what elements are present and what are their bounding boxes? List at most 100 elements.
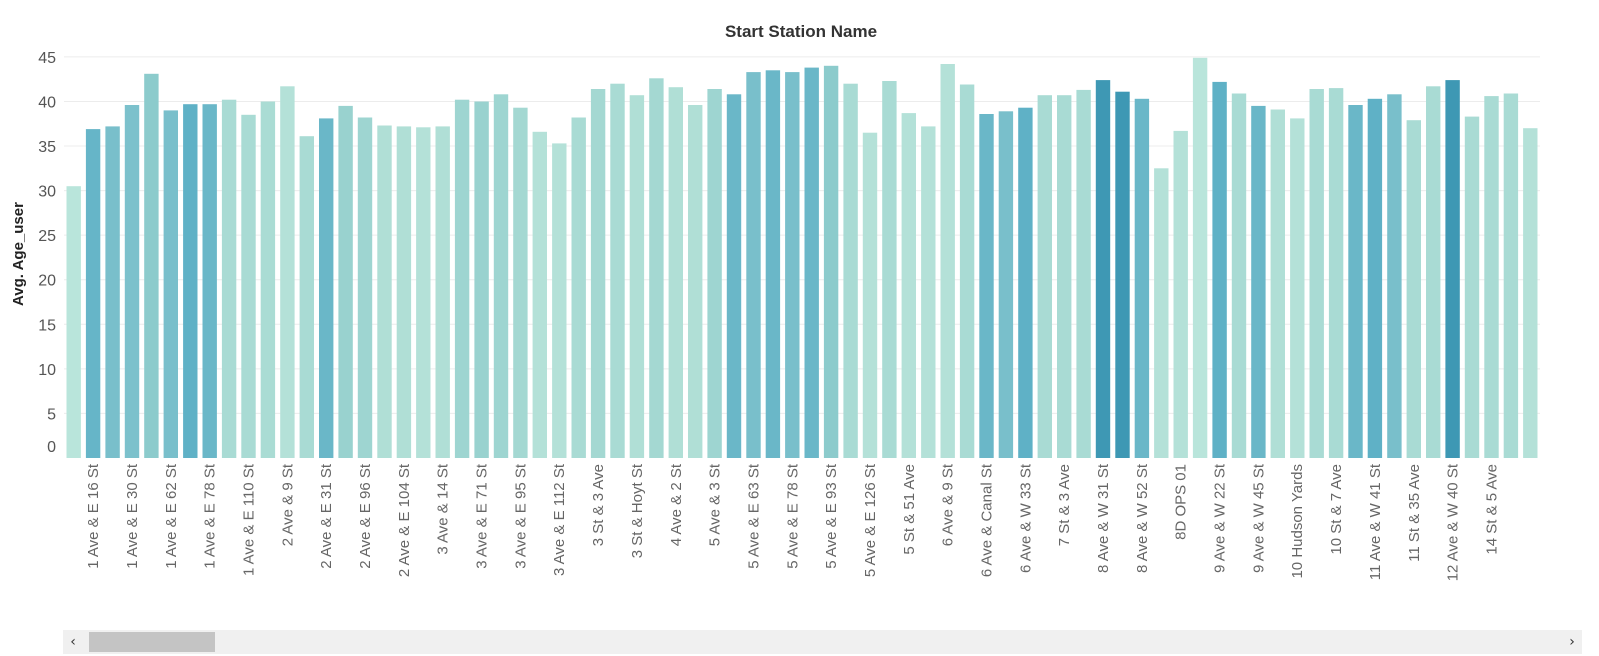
y-tick-label: 20 [38, 273, 56, 290]
bar[interactable] [1134, 98, 1150, 459]
bar[interactable] [1095, 80, 1111, 458]
bar[interactable] [862, 132, 878, 458]
bar[interactable] [280, 86, 295, 459]
bar[interactable] [1037, 95, 1052, 458]
bar[interactable] [1212, 81, 1227, 459]
bar-chart: Start Station Name Avg. Age_user 0 5 10 15 2… [10, 22, 1540, 581]
bar[interactable] [804, 67, 819, 458]
y-tick-label: 5 [47, 406, 56, 423]
bar[interactable] [823, 65, 839, 459]
y-axis-label: Avg. Age_user [10, 202, 27, 306]
bar[interactable] [416, 127, 431, 459]
bar[interactable] [1192, 57, 1208, 459]
bar[interactable] [552, 143, 567, 458]
bar[interactable] [454, 99, 470, 458]
scroll-left-arrow-icon[interactable]: ‹ [70, 634, 76, 650]
bar[interactable] [785, 72, 800, 458]
bar[interactable] [357, 117, 373, 459]
bar[interactable] [1018, 107, 1033, 458]
bar[interactable] [1426, 86, 1441, 459]
bar[interactable] [1523, 128, 1538, 458]
bar[interactable] [1406, 120, 1421, 458]
horizontal-scrollbar[interactable]: ‹ › [63, 630, 1582, 654]
x-tick-label: 14 St & 5 Ave [1483, 464, 1500, 555]
x-tick-label: 6 Ave & W 33 St [1017, 463, 1034, 573]
bar[interactable] [707, 89, 722, 458]
x-tick-label: 5 Ave & 3 St [707, 463, 724, 546]
bar[interactable] [1270, 109, 1285, 459]
bar[interactable] [921, 126, 936, 459]
bar[interactable] [998, 111, 1014, 459]
bar[interactable] [1231, 93, 1247, 459]
bar[interactable] [571, 117, 586, 459]
bar[interactable] [1484, 96, 1499, 458]
bar[interactable] [1290, 118, 1305, 459]
y-tick-label: 30 [38, 184, 56, 201]
bar[interactable] [1115, 91, 1130, 458]
bar[interactable] [1387, 94, 1402, 459]
bar[interactable] [1445, 80, 1460, 458]
bar[interactable] [1464, 116, 1480, 458]
bar[interactable] [746, 72, 761, 458]
bar[interactable] [338, 105, 353, 459]
x-tick-label: 4 Ave & 2 St [668, 463, 685, 546]
bar[interactable] [532, 131, 547, 459]
bar[interactable] [163, 110, 178, 459]
bar[interactable] [726, 94, 742, 459]
bar[interactable] [183, 104, 198, 458]
y-tick-label: 25 [38, 228, 56, 245]
bar[interactable] [1173, 130, 1188, 458]
bar[interactable] [474, 101, 489, 459]
bar[interactable] [241, 114, 256, 459]
bar[interactable] [124, 105, 140, 458]
y-tick-label: 40 [38, 94, 56, 111]
bar[interactable] [1076, 89, 1091, 459]
bar[interactable] [882, 81, 897, 458]
bar[interactable] [1367, 98, 1383, 459]
bar[interactable] [1251, 105, 1266, 459]
bar[interactable] [513, 107, 528, 458]
bar[interactable] [1309, 89, 1324, 458]
bar[interactable] [1057, 95, 1072, 458]
bar[interactable] [979, 114, 994, 458]
x-tick-label: 9 Ave & W 22 St [1212, 463, 1229, 573]
bar[interactable] [260, 101, 276, 459]
scroll-right-arrow-icon[interactable]: › [1569, 634, 1575, 650]
x-tick-label: 8 Ave & W 31 St [1095, 463, 1112, 573]
y-tick-label: 15 [38, 317, 56, 334]
bar[interactable] [319, 118, 334, 459]
bar[interactable] [435, 126, 450, 459]
x-tick-label: 2 Ave & E 104 St [396, 463, 413, 577]
x-tick-label: 12 Ave & W 40 St [1445, 463, 1462, 581]
bar[interactable] [1328, 88, 1344, 458]
bar[interactable] [144, 73, 159, 459]
bar[interactable] [590, 89, 606, 458]
bar[interactable] [377, 125, 392, 459]
bar[interactable] [940, 64, 955, 458]
x-tick-label: 11 St & 35 Ave [1406, 464, 1423, 562]
bar[interactable] [629, 95, 645, 458]
bar[interactable] [299, 136, 314, 458]
bar[interactable] [396, 126, 412, 459]
bar[interactable] [493, 94, 509, 459]
bar[interactable] [66, 186, 81, 458]
bar[interactable] [843, 83, 858, 458]
bar[interactable] [610, 83, 625, 458]
bar[interactable] [202, 104, 217, 458]
bar[interactable] [1154, 168, 1169, 459]
bar[interactable] [1348, 105, 1363, 458]
bar[interactable] [1503, 93, 1519, 459]
scrollbar-thumb[interactable] [89, 632, 215, 652]
bar[interactable] [901, 113, 916, 458]
bars [66, 57, 1538, 459]
bar[interactable] [85, 129, 101, 458]
bar[interactable] [668, 87, 683, 458]
bar[interactable] [765, 70, 781, 459]
bar[interactable] [105, 126, 120, 459]
bar[interactable] [649, 78, 664, 459]
x-tick-label: 2 Ave & 9 St [279, 463, 296, 546]
x-tick-label: 3 Ave & 14 St [435, 463, 452, 554]
bar[interactable] [959, 84, 975, 459]
bar[interactable] [221, 99, 237, 458]
bar[interactable] [688, 105, 703, 458]
